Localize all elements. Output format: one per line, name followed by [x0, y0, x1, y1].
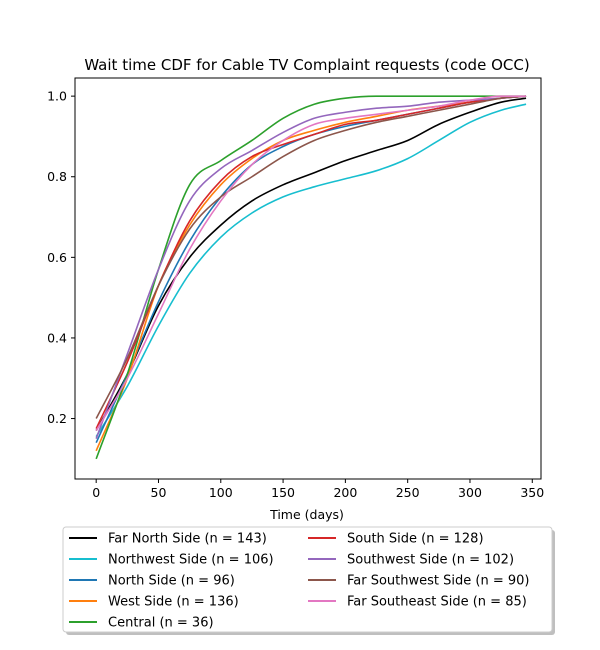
legend-label: Northwest Side (n = 106) — [108, 553, 274, 568]
legend-box — [62, 526, 553, 633]
series-line-0 — [95, 97, 527, 432]
series-line-6 — [95, 95, 527, 439]
legend-label: Far North Side (n = 143) — [108, 532, 267, 547]
series-line-7 — [95, 95, 527, 419]
legend: Far North Side (n = 143) Northwest Side (… — [62, 526, 555, 635]
legend-label: Central (n = 36) — [108, 616, 214, 631]
legend-label: South Side (n = 128) — [347, 532, 484, 547]
x-tick-label: 300 — [458, 485, 482, 500]
x-tick-label: 150 — [271, 485, 295, 500]
legend-label: West Side (n = 136) — [108, 595, 239, 610]
series-line-2 — [95, 95, 527, 444]
series-line-8 — [95, 95, 527, 432]
series-line-4 — [95, 95, 527, 460]
legend-label: Southwest Side (n = 102) — [347, 553, 514, 568]
series-line-1 — [95, 103, 527, 438]
x-tick-label: 0 — [92, 485, 100, 500]
chart-title: Wait time CDF for Cable TV Complaint req… — [84, 56, 529, 74]
legend-label: Far Southeast Side (n = 85) — [347, 595, 527, 610]
series-lines — [95, 95, 527, 460]
y-tick-label: 0.6 — [47, 250, 67, 265]
y-tick-label: 0.4 — [47, 330, 67, 345]
x-axis-label: Time (days) — [269, 507, 344, 522]
x-tick-label: 350 — [520, 485, 544, 500]
axes: 0 50 100 150 200 250 300 350 0.2 0.4 0.6 0.8 1.0 — [47, 77, 544, 500]
y-tick-label: 1.0 — [47, 89, 67, 104]
x-tick-label: 200 — [333, 485, 357, 500]
legend-label: North Side (n = 96) — [108, 574, 235, 589]
x-tick-label: 50 — [151, 485, 167, 500]
x-tick-label: 250 — [396, 485, 420, 500]
y-tick-label: 0.2 — [47, 411, 67, 426]
y-tick-label: 0.8 — [47, 169, 67, 184]
legend-label: Far Southwest Side (n = 90) — [347, 574, 529, 589]
x-tick-label: 100 — [209, 485, 233, 500]
series-line-3 — [95, 95, 527, 452]
plot-frame — [74, 77, 542, 480]
